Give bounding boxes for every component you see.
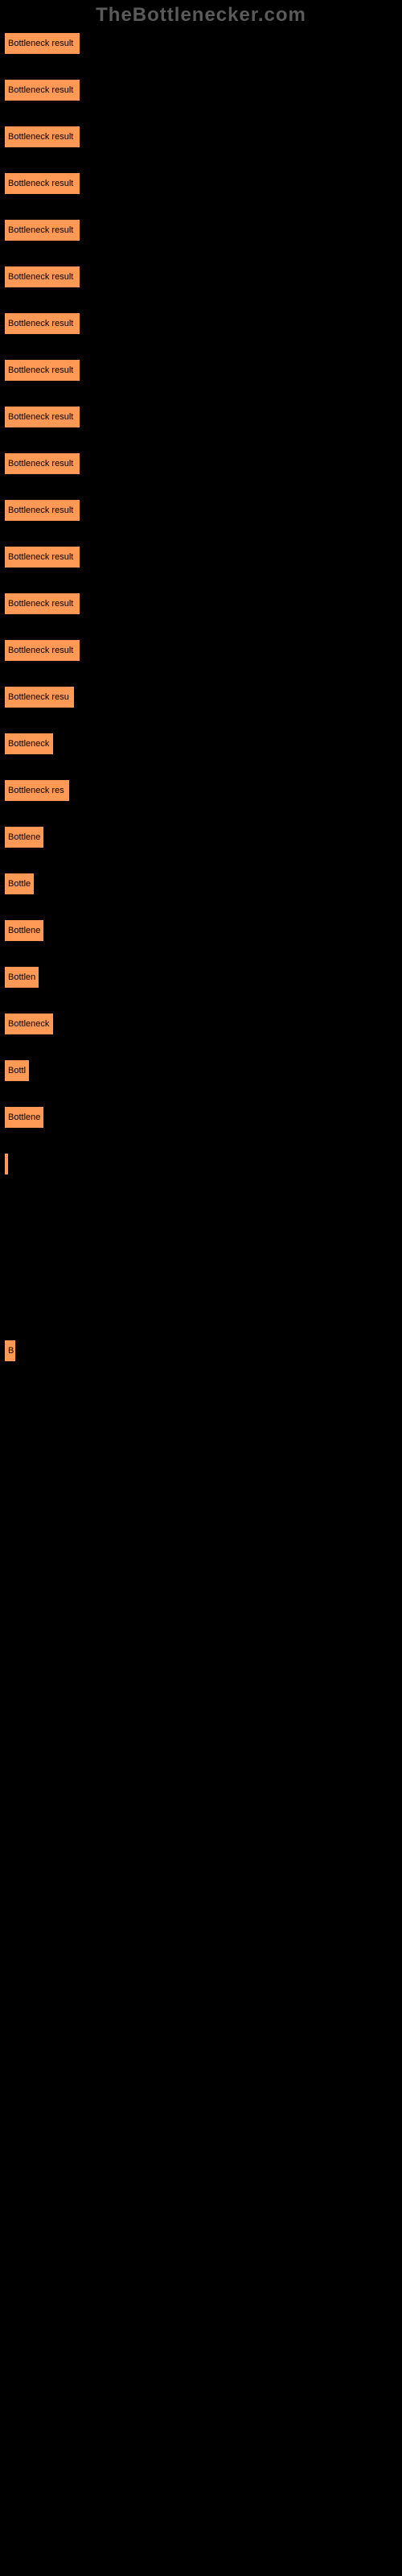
bar-row: Bottleneck result <box>4 546 402 568</box>
chart-bar: Bottlene <box>4 826 44 848</box>
bar-label: Bottleneck result <box>8 646 73 655</box>
bar-row: Bottleneck result <box>4 406 402 428</box>
chart-bar: Bottleneck result <box>4 546 80 568</box>
chart-bar: Bottleneck result <box>4 79 80 101</box>
chart-bar: Bottleneck result <box>4 639 80 662</box>
chart-bar: Bottleneck result <box>4 452 80 475</box>
bar-label: Bottleneck <box>8 739 49 749</box>
bar-label: Bottl <box>8 1066 26 1075</box>
bar-label: Bottleneck result <box>8 179 73 188</box>
bar-row: Bottleneck res <box>4 779 402 802</box>
bar-row: Bottlene <box>4 826 402 848</box>
bar-row: Bottleneck result <box>4 172 402 195</box>
bar-row <box>4 1246 402 1269</box>
bar-row: Bottleneck result <box>4 499 402 522</box>
watermark-text: TheBottlenecker.com <box>96 4 306 27</box>
bar-label: B <box>8 1346 14 1356</box>
bar-row: Bottleneck result <box>4 452 402 475</box>
bar-row: Bottle <box>4 873 402 895</box>
bar-label: Bottleneck result <box>8 412 73 422</box>
bar-row: Bottleneck result <box>4 639 402 662</box>
bar-row: Bottleneck result <box>4 32 402 55</box>
chart-bar: Bottl <box>4 1059 30 1082</box>
bar-label: Bottleneck result <box>8 459 73 469</box>
chart-bar: Bottlene <box>4 1106 44 1129</box>
bar-label: Bottlene <box>8 1113 40 1122</box>
bar-row: Bottl <box>4 1059 402 1082</box>
bar-row: Bottlene <box>4 919 402 942</box>
bar-label: Bottleneck result <box>8 85 73 95</box>
bar-row: Bottleneck <box>4 1013 402 1035</box>
chart-bar: Bottleneck result <box>4 32 80 55</box>
bar-label: Bottleneck <box>8 1019 49 1029</box>
chart-bar: Bottleneck result <box>4 266 80 288</box>
chart-bar: Bottleneck result <box>4 499 80 522</box>
bar-row: Bottlene <box>4 1106 402 1129</box>
bar-label: Bottlene <box>8 926 40 935</box>
bar-row: Bottleneck result <box>4 312 402 335</box>
bar-label: Bottleneck result <box>8 365 73 375</box>
chart-bar: Bottlene <box>4 919 44 942</box>
chart-bar: Bottleneck <box>4 1013 54 1035</box>
bar-label: Bottlen <box>8 972 35 982</box>
bar-row: Bottleneck result <box>4 219 402 242</box>
chart-bar: Bottleneck result <box>4 592 80 615</box>
chart-bar: Bottleneck result <box>4 406 80 428</box>
bar-label: Bottleneck result <box>8 225 73 235</box>
bar-label: Bottle <box>8 879 31 889</box>
chart-bar: Bottleneck result <box>4 359 80 382</box>
chart-bar: Bottleneck result <box>4 172 80 195</box>
chart-bar: Bottleneck result <box>4 312 80 335</box>
bar-row <box>4 1153 402 1175</box>
bar-label: Bottleneck result <box>8 599 73 609</box>
bar-row: Bottleneck result <box>4 592 402 615</box>
chart-container: Bottleneck result Bottleneck result Bottle… <box>0 0 402 1362</box>
bar-row: Bottleneck result <box>4 79 402 101</box>
bar-row: B <box>4 1340 402 1362</box>
chart-bar: Bottleneck res <box>4 779 70 802</box>
chart-bar: Bottlen <box>4 966 39 989</box>
bar-row <box>4 1293 402 1315</box>
bar-label: Bottlene <box>8 832 40 842</box>
bar-label: Bottleneck result <box>8 272 73 282</box>
chart-bar: Bottleneck result <box>4 219 80 242</box>
bar-row: Bottleneck resu <box>4 686 402 708</box>
bar-label: Bottleneck result <box>8 552 73 562</box>
bar-row: Bottleneck result <box>4 266 402 288</box>
bar-label: Bottleneck result <box>8 506 73 515</box>
bar-label: Bottleneck result <box>8 132 73 142</box>
bar-row <box>4 1199 402 1222</box>
chart-bar: Bottle <box>4 873 35 895</box>
bar-row: Bottleneck result <box>4 126 402 148</box>
bar-label: Bottleneck result <box>8 319 73 328</box>
chart-bar: B <box>4 1340 16 1362</box>
chart-bar: Bottleneck result <box>4 126 80 148</box>
chart-bar: Bottleneck <box>4 733 54 755</box>
bar-row: Bottlen <box>4 966 402 989</box>
bar-row: Bottleneck result <box>4 359 402 382</box>
bar-label: Bottleneck resu <box>8 692 69 702</box>
chart-bar: Bottleneck resu <box>4 686 75 708</box>
chart-bar <box>4 1153 9 1175</box>
bar-row: Bottleneck <box>4 733 402 755</box>
bar-label: Bottleneck res <box>8 786 64 795</box>
bar-label: Bottleneck result <box>8 39 73 48</box>
